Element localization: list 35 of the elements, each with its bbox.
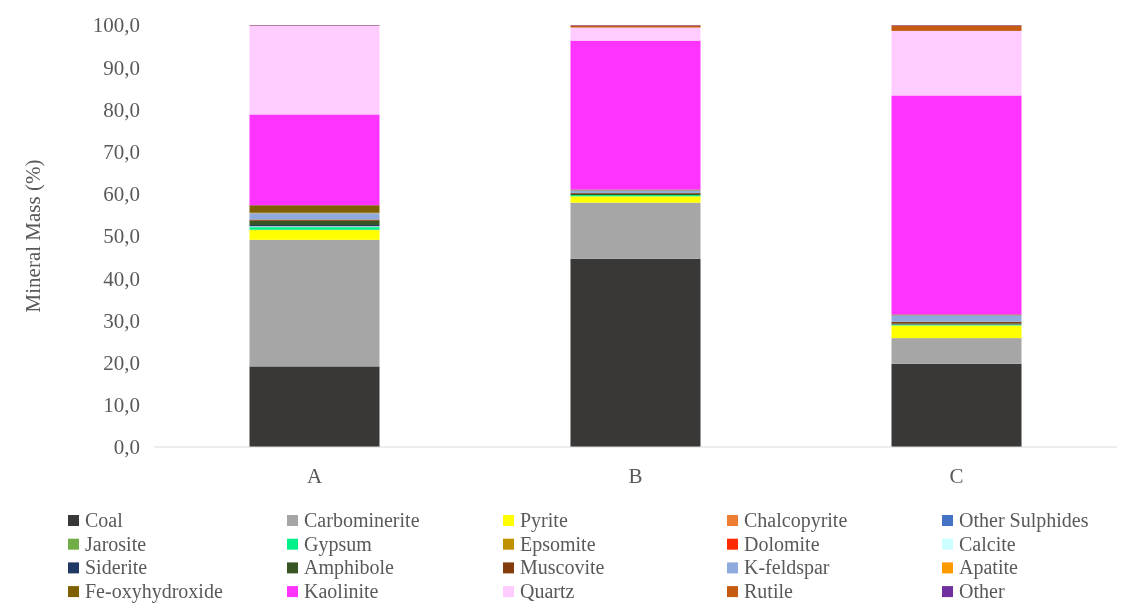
legend-label: Pyrite — [520, 509, 568, 532]
legend-label: Epsomite — [520, 532, 596, 556]
legend-label: Apatite — [959, 556, 1018, 580]
legend-label: Other Sulphides — [959, 509, 1089, 532]
legend-label: Chalcopyrite — [744, 509, 848, 532]
y-tick-label: 80,0 — [103, 97, 140, 122]
legend-label: Kaolinite — [304, 580, 379, 603]
legend-label: Carbominerite — [304, 509, 420, 531]
legend-label: Calcite — [959, 532, 1016, 555]
y-tick-label: 40,0 — [103, 266, 140, 291]
y-tick-label: 70,0 — [103, 139, 140, 164]
y-tick-label: 90,0 — [103, 55, 140, 80]
y-tick-label: 60,0 — [103, 182, 140, 207]
legend-label: Muscovite — [520, 556, 605, 579]
legend-label: K-feldspar — [744, 556, 830, 580]
legend-label: Fe-oxyhydroxide — [85, 580, 223, 604]
legend-label: Coal — [85, 509, 124, 531]
legend-label: Dolomite — [744, 532, 820, 555]
x-tick-label: A — [306, 464, 323, 488]
y-axis-title: Mineral Mass (%) — [21, 159, 45, 313]
legend-label: Rutile — [744, 580, 794, 603]
y-tick-label: 100,0 — [92, 13, 140, 38]
legend-label: Quartz — [520, 580, 575, 603]
legend-label: Siderite — [85, 556, 148, 579]
y-tick-label: 0,0 — [113, 435, 140, 460]
y-tick-label: 30,0 — [103, 308, 140, 333]
y-tick-label: 50,0 — [103, 224, 140, 249]
legend-label: Gypsum — [304, 532, 373, 556]
legend-label: Amphibole — [304, 556, 395, 580]
legend-label: Jarosite — [85, 532, 147, 555]
y-tick-label: 10,0 — [103, 393, 140, 418]
y-tick-label: 20,0 — [103, 350, 140, 375]
legend-label: Other — [959, 580, 1005, 603]
x-tick-label: B — [628, 464, 643, 488]
x-tick-label: C — [949, 464, 964, 488]
